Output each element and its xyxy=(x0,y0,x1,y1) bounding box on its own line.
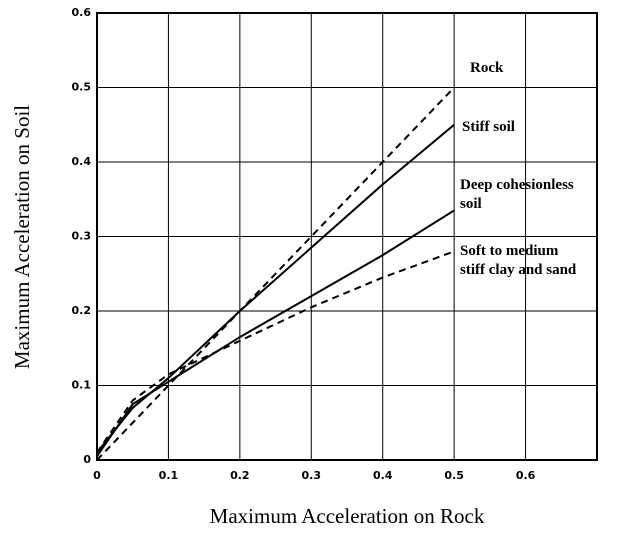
x-tick-label: 0.4 xyxy=(373,469,393,482)
series-line xyxy=(96,209,455,457)
y-tick-label: 0 xyxy=(83,453,91,466)
y-tick-label: 0.2 xyxy=(72,304,92,317)
x-tick-label: 0.3 xyxy=(302,469,322,482)
series-label: Deep cohesionless soil xyxy=(460,177,574,212)
x-tick-label: 0.6 xyxy=(516,469,536,482)
x-tick-label: 0 xyxy=(93,469,101,482)
series-label: Soft to medium stiff clay and sand xyxy=(460,243,577,278)
series-line xyxy=(96,250,455,454)
series-line xyxy=(96,86,455,461)
plot-frame xyxy=(96,12,598,461)
y-tick-label: 0.3 xyxy=(72,230,92,243)
x-axis-title: Maximum Acceleration on Rock xyxy=(210,504,485,528)
y-tick-label: 0.6 xyxy=(72,6,92,19)
y-tick-label: 0.1 xyxy=(72,379,92,392)
series-label: Rock xyxy=(470,60,504,76)
series-line xyxy=(96,123,455,454)
x-tick-label: 0.2 xyxy=(230,469,250,482)
y-axis-title: Maximum Acceleration on Soil xyxy=(10,105,34,369)
series-label: Stiff soil xyxy=(462,119,515,135)
x-tick-label: 0.5 xyxy=(444,469,464,482)
y-tick-label: 0.5 xyxy=(72,81,92,94)
y-tick-label: 0.4 xyxy=(72,155,92,168)
x-tick-label: 0.1 xyxy=(159,469,179,482)
